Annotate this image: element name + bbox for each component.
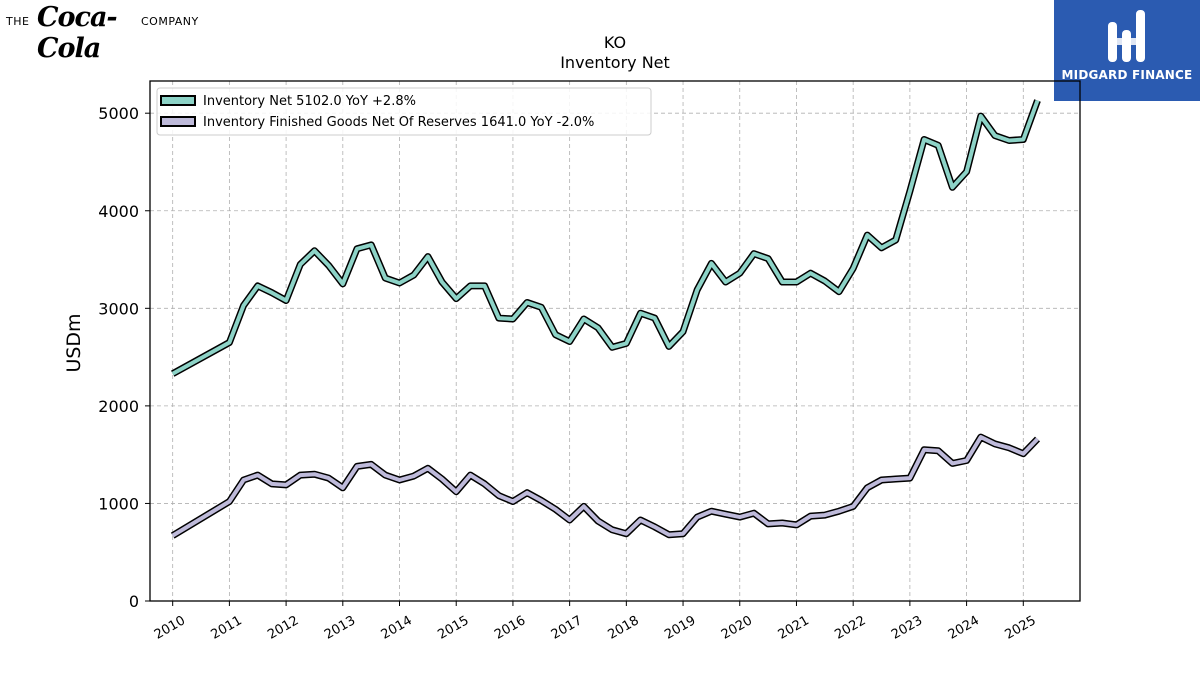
y-tick-label: 4000: [98, 202, 139, 221]
logo-suffix: COMPANY: [141, 15, 199, 28]
x-tick-label: 2021: [776, 613, 812, 643]
y-tick-label: 0: [129, 592, 139, 611]
x-tick-label: 2010: [152, 613, 188, 643]
x-tick-label: 2022: [832, 613, 868, 643]
axis-ticks: 0 1000 2000 3000 4000 5000 2010 2011 2012 2013 201…: [98, 104, 1038, 643]
midgard-mark-icon: [1108, 10, 1145, 62]
legend-label-2: Inventory Finished Goods Net Of Reserves…: [203, 115, 594, 130]
x-tick-label: 2015: [435, 613, 471, 643]
x-tick-label: 2024: [946, 613, 982, 643]
legend: Inventory Net 5102.0 YoY +2.8% Inventory …: [156, 87, 652, 136]
y-tick-label: 5000: [98, 104, 139, 123]
logo-script: Coca-Cola: [37, 2, 118, 64]
x-tick-label: 2016: [492, 613, 528, 643]
brand-name: MIDGARD FINANCE: [1061, 68, 1193, 82]
midgard-finance-logo: MIDGARD FINANCE: [1054, 0, 1200, 101]
series-line-outline-1: [171, 99, 1041, 377]
x-tick-label: 2017: [549, 613, 585, 643]
x-tick-label: 2012: [265, 613, 301, 643]
y-tick-label: 2000: [98, 397, 139, 416]
chart-title: KO: [604, 33, 626, 52]
y-tick-label: 1000: [98, 494, 139, 513]
series-line-outline-2: [170, 433, 1041, 539]
series-lines: [170, 99, 1041, 539]
legend-box: [156, 87, 652, 136]
series-line-1: [171, 99, 1040, 376]
plot-area-frame: [149, 80, 1081, 602]
x-tick-label: 2020: [719, 613, 755, 643]
series-line-2: [171, 435, 1039, 538]
legend-swatch-2: [160, 116, 196, 127]
y-axis-label: USDm: [63, 313, 85, 372]
x-tick-label: 2019: [662, 613, 698, 643]
chart-subtitle: Inventory Net: [560, 53, 670, 72]
legend-swatch-1: [160, 95, 196, 106]
x-tick-label: 2018: [606, 613, 642, 643]
x-tick-label: 2013: [322, 613, 358, 643]
legend-label-1: Inventory Net 5102.0 YoY +2.8%: [203, 94, 416, 109]
y-tick-label: 3000: [98, 299, 139, 318]
logo-prefix: THE: [6, 15, 30, 28]
x-tick-label: 2011: [209, 613, 245, 643]
x-tick-label: 2014: [379, 613, 415, 643]
x-tick-label: 2023: [889, 613, 925, 643]
x-tick-label: 2025: [1002, 613, 1038, 643]
